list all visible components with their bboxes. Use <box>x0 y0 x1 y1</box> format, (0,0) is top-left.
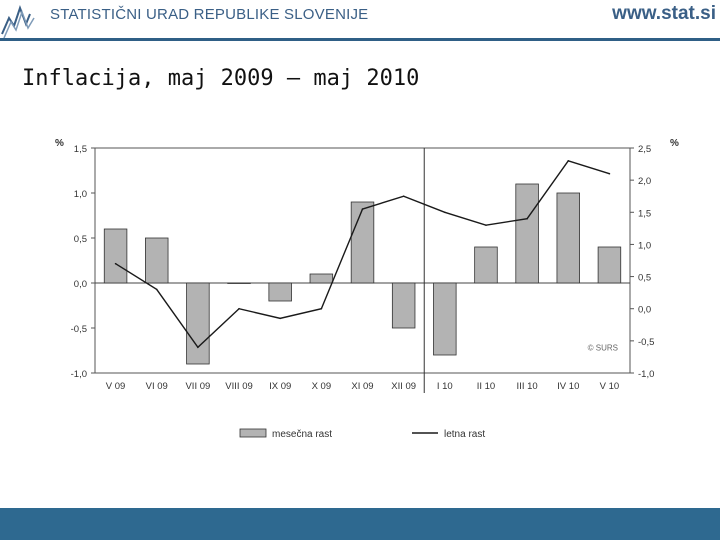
site-url[interactable]: www.stat.si <box>612 3 716 24</box>
plot-area <box>94 147 631 374</box>
line-point-VII-09 <box>197 346 199 349</box>
bar-IV-10 <box>556 192 580 284</box>
organization-name: STATISTIČNI URAD REPUBLIKE SLOVENIJE <box>50 6 369 23</box>
x-tick-label: IV 10 <box>557 381 579 392</box>
x-tick-label: I 10 <box>437 381 453 392</box>
x-tick-label: IX 09 <box>269 381 291 392</box>
page-title: Inflacija, maj 2009 – maj 2010 <box>22 66 420 91</box>
line-point-III-10 <box>526 217 528 220</box>
x-tick-label: X 09 <box>312 381 332 392</box>
y-right-tick-label: -0,5 <box>638 337 654 348</box>
line-point-VI-09 <box>155 288 158 291</box>
line-point-XII-09 <box>402 195 405 198</box>
y-right-tick-label: 0,5 <box>638 273 651 284</box>
header-divider <box>0 38 720 41</box>
line-point-IX-09 <box>279 317 281 320</box>
bar-VIII-09 <box>227 282 251 284</box>
bar-X-09 <box>309 273 334 284</box>
bar-XII-09 <box>391 282 416 329</box>
bar-V-09 <box>103 228 128 284</box>
bar-V-10 <box>597 246 622 284</box>
x-tick-label: XII 09 <box>391 381 416 392</box>
header: STATISTIČNI URAD REPUBLIKE SLOVENIJE www… <box>0 0 720 41</box>
y-right-tick-label: 2,0 <box>638 176 651 187</box>
x-tick-label: XI 09 <box>351 381 373 392</box>
y-right-tick-label: 1,0 <box>638 240 651 251</box>
x-tick-label: V 09 <box>106 381 126 392</box>
surs-logo-icon <box>1 5 35 39</box>
line-point-V-10 <box>608 172 611 175</box>
chart-svg: 1,5 1,0 0,5 0,0 -0,5 -1,0 2,5 2,0 1,5 1,0 0,5 0,0 -0… <box>55 138 679 440</box>
y-right-tick-label: 0,0 <box>638 305 651 316</box>
legend-line-label: letna rast <box>444 429 485 440</box>
bar-II-10 <box>474 246 498 284</box>
x-tick-label: VIII 09 <box>225 381 252 392</box>
y-left-tick-label: 1,0 <box>74 189 87 200</box>
bar-VII-09 <box>186 282 210 365</box>
x-tick-label: II 10 <box>477 381 496 392</box>
y-left-unit: % <box>55 138 64 149</box>
line-point-II-10 <box>485 224 487 226</box>
footer-bar <box>0 508 720 540</box>
x-tick-label: VII 09 <box>185 381 210 392</box>
copyright-annotation: © SURS <box>588 344 618 353</box>
legend-bar-swatch <box>239 428 267 438</box>
line-point-X-09 <box>320 307 323 310</box>
y-left-tick-label: 0,0 <box>74 279 87 290</box>
bar-I-10 <box>433 282 457 356</box>
line-point-IV-10 <box>567 160 570 162</box>
line-point-V-09 <box>114 262 117 265</box>
line-point-XI-09 <box>361 208 364 210</box>
bar-IX-09 <box>268 282 292 302</box>
y-left-tick-label: 1,5 <box>74 144 87 155</box>
y-right-tick-label: 2,5 <box>638 144 651 155</box>
x-tick-label: V 10 <box>600 381 620 392</box>
y-left-tick-label: 0,5 <box>74 234 87 245</box>
y-right-unit: % <box>670 138 679 149</box>
y-left-tick-label: -0,5 <box>71 324 87 335</box>
bar-XI-09 <box>350 201 375 284</box>
x-tick-label: VI 09 <box>146 381 168 392</box>
line-point-VIII-09 <box>238 307 240 310</box>
inflation-chart: 1,5 1,0 0,5 0,0 -0,5 -1,0 2,5 2,0 1,5 1,0 0,5 0,0 -0… <box>40 128 690 458</box>
bar-III-10 <box>515 183 539 284</box>
y-right-tick-label: -1,0 <box>638 369 654 380</box>
bar-VI-09 <box>145 237 169 284</box>
line-point-I-10 <box>444 211 446 214</box>
x-tick-label: III 10 <box>517 381 538 392</box>
legend-bar-label: mesečna rast <box>272 429 332 440</box>
y-right-tick-label: 1,5 <box>638 208 651 219</box>
y-left-tick-label: -1,0 <box>71 369 87 380</box>
